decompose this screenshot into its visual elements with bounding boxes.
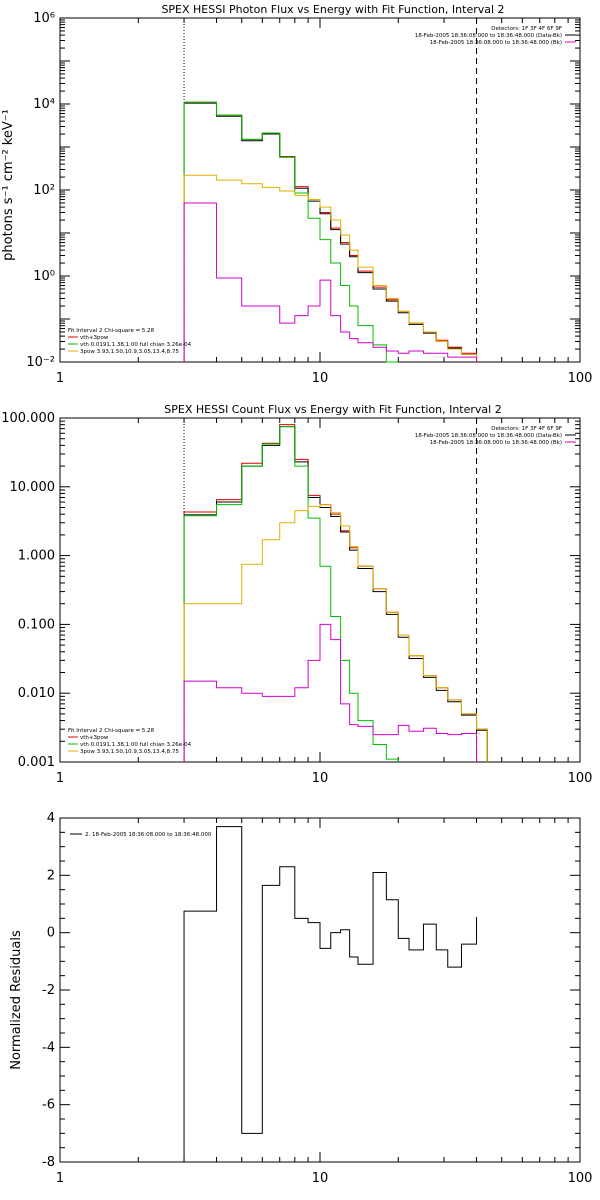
panel1-x-tick-label: 100 — [568, 771, 593, 786]
panel1-legend-bottom-left-1: vth+3pow — [80, 735, 109, 741]
panel1-series-0-vth-3pow — [183, 424, 488, 762]
panel0-y-tick-label: 10⁶ — [33, 11, 55, 26]
panel2-frame — [59, 817, 581, 1163]
panel0-y-tick-label: 10⁰ — [33, 269, 55, 284]
panel1-y-tick-label: 1.000 — [18, 549, 55, 564]
photon-flux-plot: 1 10 100 10⁻² 10⁰ 10² 10⁴ 10⁶ Detectors: 1F 3F 4… — [26, 11, 592, 386]
panel0-series-0-vth-3pow — [183, 101, 478, 362]
panel1-legend-bottom-left-0: Fit Interval 2 Chi-square = 5.28 — [68, 728, 155, 734]
panel2-x-tick-label: 1 — [56, 1171, 64, 1186]
count-flux-title: SPEX HESSI Count Flux vs Energy with Fit… — [164, 403, 501, 416]
panel2-y-tick-label: -6 — [42, 1098, 55, 1113]
panel1-y-tick-label: 0.100 — [18, 617, 55, 632]
panel0-series-3-3pow — [183, 174, 478, 362]
panel1-series-1-data-bk — [183, 426, 488, 762]
panel1-legend-bottom-left-3: 3pow 3.93,1.50,10.9,3.05,13.4,8.75 — [80, 749, 179, 755]
panel2-y-tick-label: -4 — [42, 1040, 55, 1055]
panel2-y-tick-label: 0 — [47, 926, 55, 941]
panel0-legend-bottom-left-3: 3pow 3.93,1.50,10.9,3.05,13.4,8.75 — [80, 349, 179, 355]
panel0-legend-top-right-0: Detectors: 1F 3F 4F 6F 9F — [491, 26, 562, 32]
panel0-series-2-vth — [183, 101, 399, 363]
panel0-x-tick-label: 1 — [56, 371, 64, 386]
panel1-series-4-bk — [183, 623, 478, 762]
panel1-legend-bottom-left-2: vth 0.0191,1.38,1.00 full chian 3.26e-04 — [80, 742, 192, 748]
panel0-series-4-bk — [183, 202, 478, 362]
panel2-x-tick-label: 10 — [312, 1171, 329, 1186]
panel2-x-tick-label: 100 — [568, 1171, 593, 1186]
residuals-plot: 1 10 100 -8 -6 -4 -2 0 2 4 2. 18-Feb-2005 18:36:08… — [42, 811, 592, 1186]
panel1-legend-top-right-0: Detectors: 1F 3F 4F 6F 9F — [491, 426, 562, 432]
panel0-y-tick-label: 10⁻² — [26, 355, 55, 370]
panel0-legend-top-right-2: 18-Feb-2005 18:36:08.000 to 18:36:48.000… — [430, 40, 562, 46]
panel0-series-1-data-bk — [183, 102, 478, 362]
panel1-y-tick-label: 0.001 — [18, 755, 55, 770]
panel0-x-tick-label: 10 — [312, 371, 329, 386]
panel1-frame — [59, 417, 581, 763]
residuals-ylabel: Normalized Residuals — [9, 930, 24, 1070]
panel0-frame — [59, 17, 581, 363]
panel1-y-tick-label: 0.010 — [18, 686, 55, 701]
panel0-legend-bottom-left-2: vth 0.0191,1.38,1.00 full chian 3.26e-04 — [80, 342, 192, 348]
panel0-y-tick-label: 10⁴ — [33, 97, 55, 112]
panel2-legend-top-left-0: 2. 18-Feb-2005 18:36:08.000 to 18:36:48.… — [85, 832, 212, 838]
panel2-y-tick-label: 2 — [47, 868, 55, 883]
photon-flux-title: SPEX HESSI Photon Flux vs Energy with Fi… — [161, 3, 504, 16]
panel1-legend-top-right-2: 18-Feb-2005 18:36:08.000 to 18:36:48.000… — [430, 440, 562, 446]
panel0-y-tick-label: 10² — [33, 183, 55, 198]
panel1-x-tick-label: 1 — [56, 771, 64, 786]
panel1-y-tick-label: 100.000 — [1, 411, 55, 426]
panel1-series-2-vth — [183, 426, 399, 762]
panel1-series-3-3pow — [183, 504, 488, 762]
panel2-y-tick-label: -8 — [42, 1155, 55, 1170]
panel2-y-tick-label: 4 — [47, 811, 55, 826]
panel1-y-tick-label: 10.000 — [10, 480, 56, 495]
photon-flux-ylabel: photons s⁻¹ cm⁻² keV⁻¹ — [1, 109, 16, 261]
panel1-x-tick-label: 10 — [312, 771, 329, 786]
panel0-legend-top-right-1: 18-Feb-2005 18:36:08.000 to 18:36:48.000… — [415, 33, 562, 39]
panel0-legend-bottom-left-0: Fit Interval 2 Chi-square = 5.28 — [68, 328, 155, 334]
panel1-legend-top-right-1: 18-Feb-2005 18:36:08.000 to 18:36:48.000… — [415, 433, 562, 439]
panel0-x-tick-label: 100 — [568, 371, 593, 386]
panel2-series-0-2-18-feb-2005-18-36-08-000-to-18-36-48-000 — [183, 826, 478, 1162]
panel2-y-tick-label: -2 — [42, 983, 55, 998]
count-flux-plot: 1 10 100 0.001 0.010 0.100 1.000 10.000 100.000 D… — [1, 411, 592, 786]
panel0-legend-bottom-left-1: vth+3pow — [80, 335, 109, 341]
